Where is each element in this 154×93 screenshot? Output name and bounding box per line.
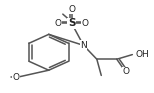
Text: N: N: [80, 41, 87, 50]
Text: O: O: [13, 73, 20, 82]
Text: O: O: [81, 19, 89, 28]
Text: O: O: [68, 5, 75, 14]
Text: OH: OH: [135, 50, 149, 59]
Text: S: S: [68, 18, 75, 28]
Text: O: O: [55, 19, 62, 28]
Text: O: O: [122, 67, 129, 76]
